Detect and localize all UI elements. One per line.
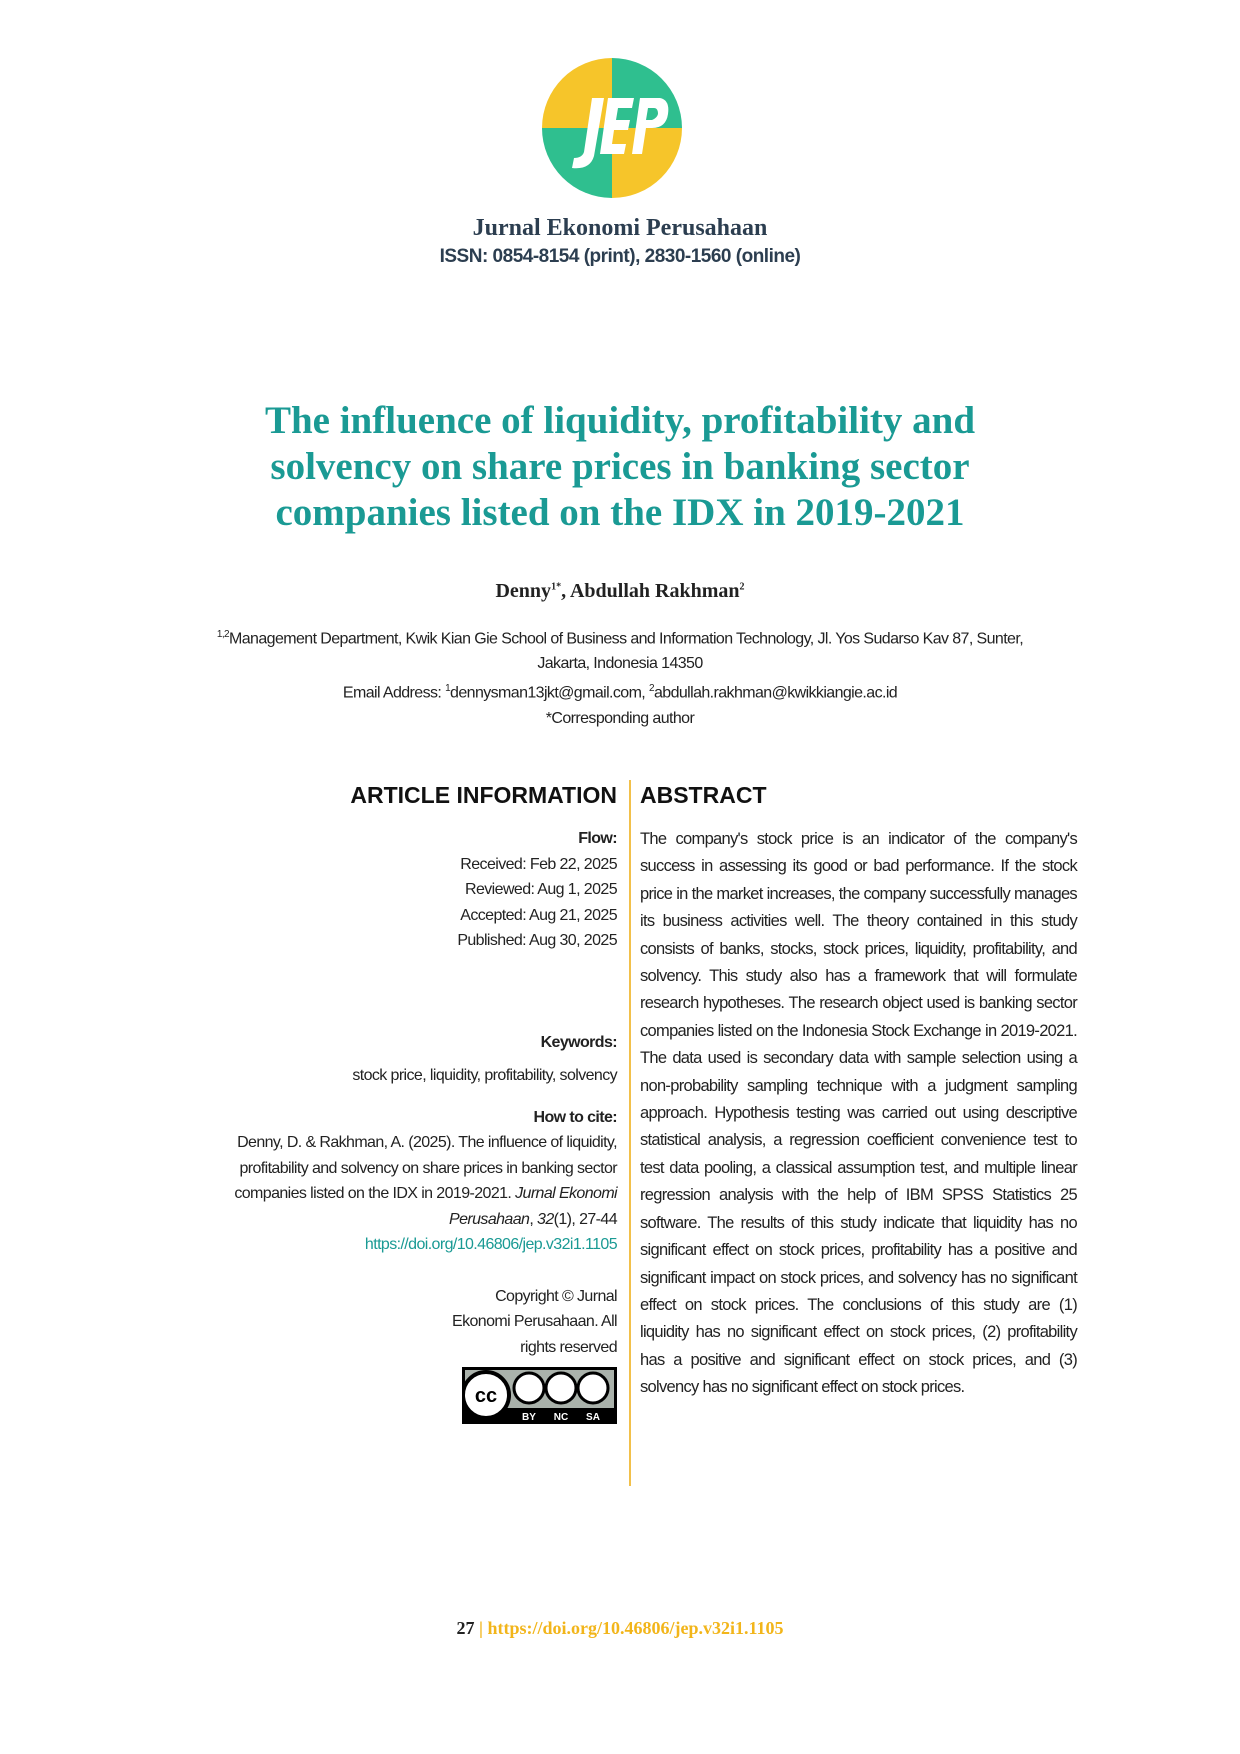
license-label: BY xyxy=(522,1412,536,1423)
article-info: Flow: Received: Feb 22, 2025 Reviewed: A… xyxy=(200,826,617,1360)
issn: ISSN: 0854-8154 (print), 2830-1560 (onli… xyxy=(439,246,801,267)
citation-journal: Jurnal Ekonomi Perusahaan xyxy=(449,1185,618,1228)
copyright: Copyright © Jurnal Ekonomi Perusahaan. A… xyxy=(452,1287,618,1356)
flow-item: Published: Aug 30, 2025 xyxy=(457,932,617,949)
affiliation: 1,2Management Department, Kwik Kian Gie … xyxy=(195,622,1045,731)
journal-logo xyxy=(542,58,682,198)
author-separator: , xyxy=(561,580,570,602)
flow-item: Received: Feb 22, 2025 xyxy=(460,855,617,873)
citation-text: Denny, D. & Rakhman, A. (2025). The infl… xyxy=(234,1134,617,1202)
author-name: Abdullah Rakhman xyxy=(569,580,740,602)
column-divider xyxy=(629,780,631,1486)
citation-pages: (1), 27-44 xyxy=(553,1210,618,1228)
section-heading: ABSTRACT xyxy=(640,782,767,808)
footer: 27 | https://doi.org/10.46806/jep.v32i1.… xyxy=(0,1618,1240,1639)
svg-text:cc: cc xyxy=(475,1385,497,1407)
license-label: NC xyxy=(554,1412,568,1423)
footer-doi[interactable]: https://doi.org/10.46806/jep.v32i1.1105 xyxy=(487,1618,784,1638)
corresponding-author: *Corresponding author xyxy=(545,709,695,727)
journal-name: Jurnal Ekonomi Perusahaan xyxy=(472,215,768,241)
authors: Denny1*, Abdullah Rakhman2 xyxy=(0,580,1240,603)
email: dennysman13jkt@gmail.com, xyxy=(450,684,650,702)
license-label: SA xyxy=(586,1412,600,1423)
citation-doi[interactable]: https://doi.org/10.46806/jep.v32i1.1105 xyxy=(364,1236,618,1253)
author-sup: 2 xyxy=(739,581,745,593)
article-title: The influence of liquidity, profitabilit… xyxy=(264,399,976,534)
cite-label: How to cite: xyxy=(533,1108,618,1126)
email-label: Email Address: xyxy=(342,684,446,702)
flow-item: Reviewed: Aug 1, 2025 xyxy=(465,881,618,898)
footer-separator: | xyxy=(479,1618,483,1638)
abstract-text: The company's stock price is an indicato… xyxy=(640,830,1078,1397)
affiliation-text: Management Department, Kwik Kian Gie Sch… xyxy=(229,630,1024,673)
author-sup: 1* xyxy=(551,581,562,593)
citation-sep: , xyxy=(529,1210,538,1228)
flow-label: Flow: xyxy=(578,830,617,847)
keywords-label: Keywords: xyxy=(540,1033,618,1051)
flow-item: Accepted: Aug 21, 2025 xyxy=(460,906,617,924)
affiliation-sup: 1,2 xyxy=(216,629,230,640)
citation-volume: 32 xyxy=(537,1210,554,1228)
section-heading: ARTICLE INFORMATION xyxy=(350,782,617,808)
page-number: 27 xyxy=(456,1618,475,1638)
email-sup: 2 xyxy=(649,683,655,695)
email: abdullah.rakhman@kwikkiangie.ac.id xyxy=(653,684,898,702)
license-badge: cc BY NC SA xyxy=(462,1367,617,1424)
email-sup: 1 xyxy=(445,683,451,695)
citation: Denny, D. & Rakhman, A. (2025). The infl… xyxy=(200,1130,617,1258)
keywords: stock price, liquidity, profitability, s… xyxy=(352,1067,617,1084)
author-name: Denny xyxy=(495,580,552,602)
